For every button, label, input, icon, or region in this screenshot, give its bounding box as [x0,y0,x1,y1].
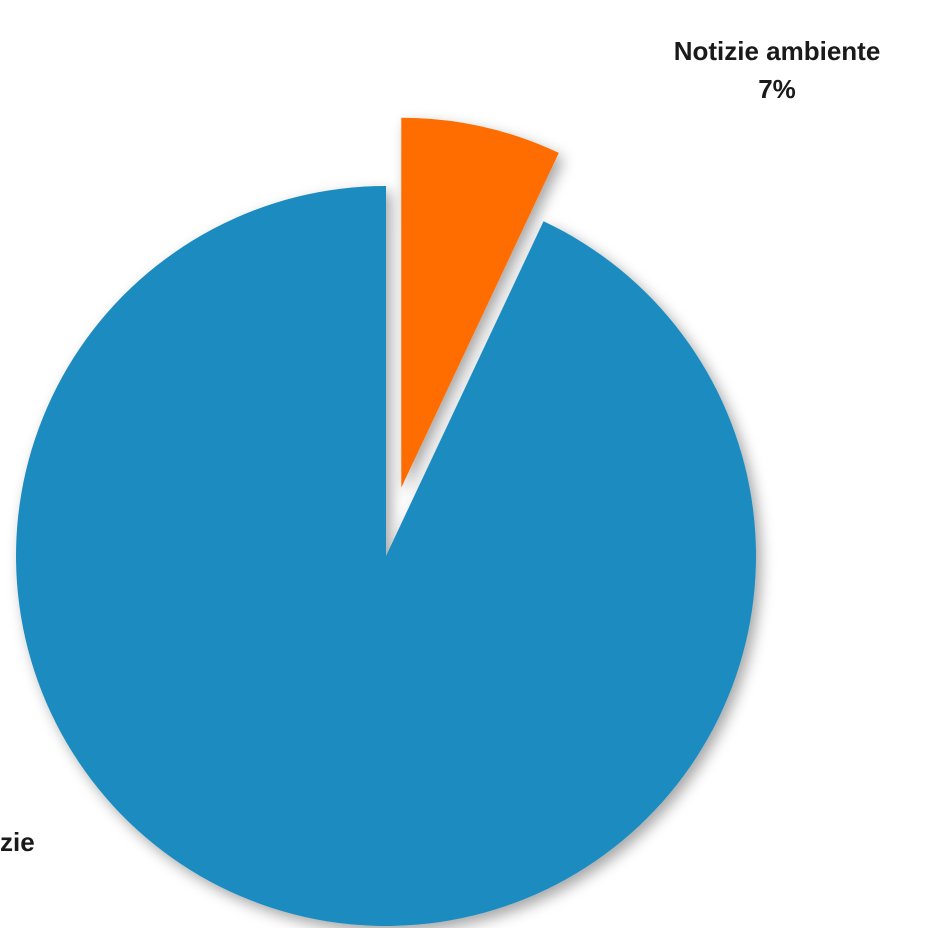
pie-slice-label-1-line-0: zie [0,827,35,857]
pie-slice-label-1: zie [0,827,35,857]
pie-slice-label-0-line-0: Notizie ambiente [674,36,881,66]
pie-slice-label-0: Notizie ambiente 7% [674,36,881,104]
pie-labels: Notizie ambiente 7% zie [0,36,880,857]
pie-slice-label-0-line-1: 7% [758,74,796,104]
pie-slice-1 [16,186,757,926]
pie-slice-0 [401,117,559,488]
pie-slices [16,117,757,926]
